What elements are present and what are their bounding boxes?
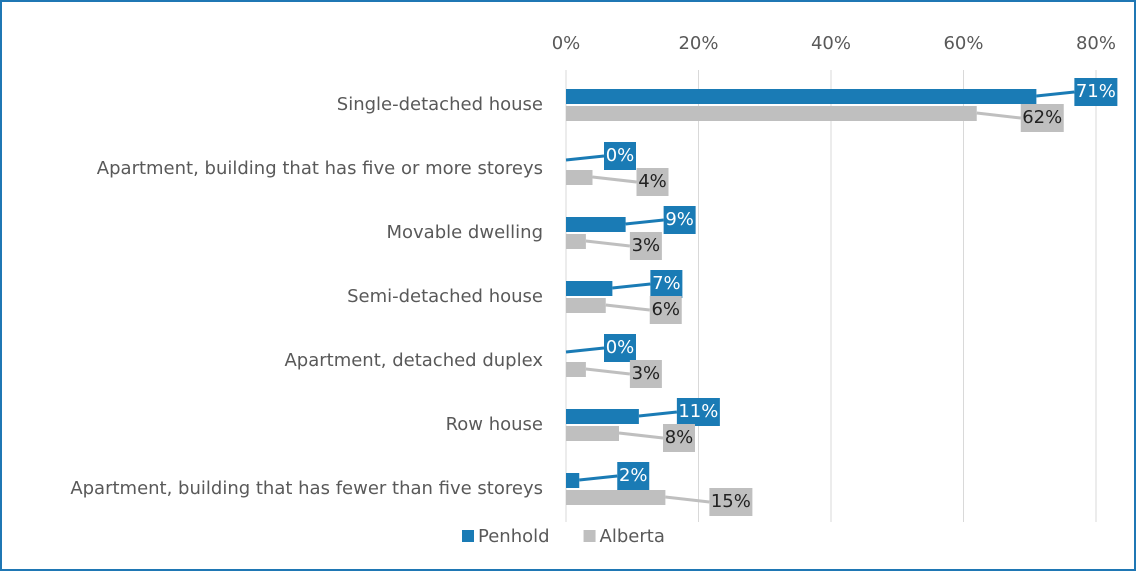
label-box [709,488,753,516]
legend-swatch [583,530,596,542]
x-tick-label: 40% [811,33,851,54]
callout-line [976,111,1021,120]
x-tick-label: 0% [552,33,581,54]
callout-line [625,218,664,226]
data-label: 71% [1076,81,1116,102]
callout-line [1036,90,1075,98]
callout-line [565,154,605,162]
label-box [629,232,662,260]
bar [566,106,977,121]
callout-line [618,431,664,440]
x-tick-label: 60% [943,33,983,54]
label-box [649,296,682,324]
legend-label: Alberta [600,526,665,547]
callout-line [665,495,710,504]
bar [566,490,666,505]
data-label: 3% [632,235,661,256]
legend-swatch [462,530,474,542]
data-label: 3% [632,363,661,384]
data-label: 0% [606,145,635,166]
label-box [1074,78,1118,106]
bar [566,89,1037,104]
data-label: 2% [619,465,648,486]
label-box [650,270,683,298]
category-label: Row house [445,414,543,435]
label-box [636,168,669,196]
bar [566,281,613,296]
label-box [676,398,720,426]
label-box [663,206,696,234]
bar [566,298,606,313]
data-label: 9% [665,209,694,230]
callout-line [585,239,631,248]
data-label: 7% [652,273,681,294]
callout-line [638,410,678,418]
label-box [604,334,636,362]
data-label: 4% [638,171,667,192]
x-tick-label: 20% [678,33,718,54]
label-box [617,462,650,490]
bar [566,170,593,185]
category-label: Single-detached house [336,94,543,115]
callout-line [605,303,650,312]
callout-line [612,282,651,290]
bar [566,409,639,424]
label-box [1020,104,1064,132]
data-label: 0% [606,337,635,358]
category-label: Semi-detached house [347,286,543,307]
callout-line [579,474,618,482]
category-label: Movable dwelling [386,222,543,243]
data-label: 62% [1022,107,1062,128]
data-label: 15% [711,491,751,512]
callout-line [565,346,605,354]
label-box [629,360,662,388]
data-label: 8% [665,427,694,448]
category-label: Apartment, building that has fewer than … [70,478,543,499]
bar [566,234,586,249]
callout-line [592,175,637,184]
legend-label: Penhold [478,526,550,547]
bar [566,362,586,377]
bar [566,217,626,232]
category-label: Apartment, detached duplex [284,350,543,371]
bar [566,426,619,441]
callout-line [585,367,631,376]
label-box [663,424,695,452]
data-label: 6% [651,299,680,320]
data-label: 11% [678,401,718,422]
x-tick-label: 80% [1076,33,1116,54]
label-box [604,142,636,170]
category-label: Apartment, building that has five or mor… [96,158,543,179]
bar [566,473,580,488]
